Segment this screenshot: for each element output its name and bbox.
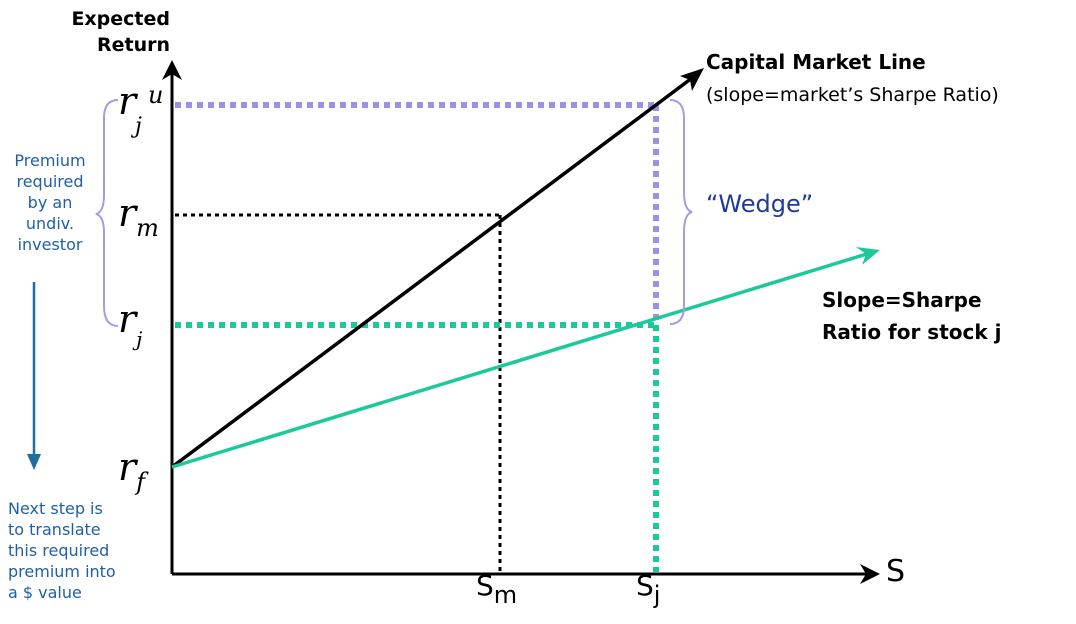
- tick-s-j-base: S: [636, 569, 654, 602]
- premium-note-line-4: undiv.: [25, 214, 75, 233]
- y-axis-label: Expected Return: [52, 6, 170, 58]
- y-axis-label-line-2: Return: [96, 34, 170, 56]
- x-axis: [172, 564, 880, 584]
- tick-r-m-sub: m: [136, 214, 159, 242]
- tick-r-f: rf: [118, 445, 146, 496]
- upper-guide-lines: [175, 102, 659, 324]
- tick-s-m-sub: m: [493, 581, 518, 609]
- tick-r-j-upper-base: r: [118, 79, 137, 123]
- tick-s-m-base: S: [476, 569, 494, 602]
- stock-line-label: Slope=Sharpe Ratio for stock j: [822, 284, 1001, 348]
- tick-s-m: Sm: [476, 569, 517, 610]
- y-axis: [162, 60, 182, 574]
- y-axis-label-line-1: Expected: [71, 8, 170, 30]
- capital-market-line: [170, 68, 704, 469]
- wedge-bracket: [669, 99, 693, 325]
- premium-note-line-5: investor: [17, 235, 83, 254]
- tick-r-m-base: r: [118, 191, 137, 235]
- market-guide-lines: [175, 213, 502, 572]
- tick-s-j-sub: j: [653, 581, 661, 609]
- stock-line-label-line-2: Ratio for stock j: [822, 320, 1002, 344]
- premium-note-line-1: Premium: [14, 151, 86, 170]
- cml-title: Capital Market Line: [706, 50, 926, 74]
- tick-r-f-sub: f: [136, 468, 146, 496]
- tick-r-j-base: r: [118, 297, 137, 341]
- stock-j-line: [171, 247, 880, 469]
- cml-subtitle: (slope=market’s Sharpe Ratio): [706, 84, 999, 106]
- next-step-note-line-3: this required: [8, 541, 110, 560]
- tick-r-f-base: r: [118, 445, 137, 489]
- wedge-label: “Wedge”: [706, 190, 814, 218]
- tick-r-j-upper-sub: j: [135, 114, 142, 139]
- next-step-note-line-4: premium into: [8, 562, 116, 581]
- premium-note-line-3: by an: [27, 193, 73, 212]
- tick-r-j-upper-sup: u: [148, 81, 164, 109]
- premium-bracket: [95, 99, 119, 327]
- next-step-note: Next step is to translate this required …: [8, 498, 128, 603]
- tick-r-m: rm: [118, 191, 159, 242]
- stock-guide-lines: [175, 322, 659, 572]
- tick-r-j-sub: j: [136, 327, 143, 351]
- premium-note: Premium required by an undiv. investor: [10, 150, 90, 255]
- next-step-note-line-2: to translate: [8, 520, 101, 539]
- x-axis-label: S: [886, 554, 906, 589]
- tick-r-j: rj: [118, 297, 142, 351]
- stock-line-label-line-1: Slope=Sharpe: [822, 288, 982, 312]
- tick-s-j: Sj: [636, 569, 660, 610]
- next-step-note-line-5: a $ value: [8, 583, 82, 602]
- next-step-note-line-1: Next step is: [8, 499, 103, 518]
- premium-note-line-2: required: [16, 172, 84, 191]
- down-arrow: [27, 282, 41, 470]
